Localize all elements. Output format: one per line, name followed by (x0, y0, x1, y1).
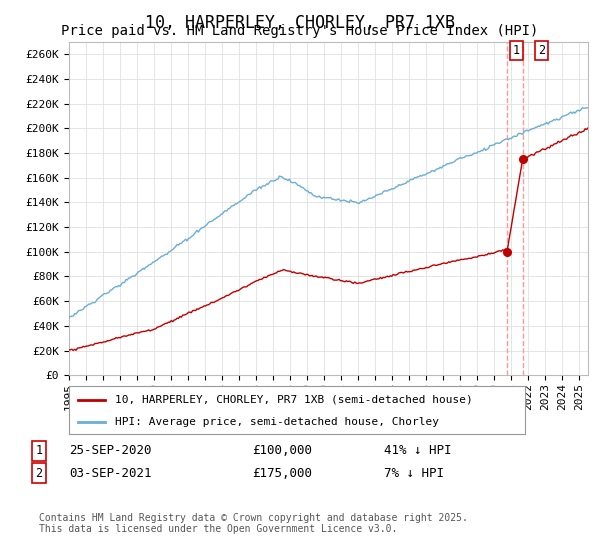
Text: Price paid vs. HM Land Registry's House Price Index (HPI): Price paid vs. HM Land Registry's House … (61, 24, 539, 38)
Text: 7% ↓ HPI: 7% ↓ HPI (384, 466, 444, 480)
Text: 41% ↓ HPI: 41% ↓ HPI (384, 444, 452, 458)
Text: 10, HARPERLEY, CHORLEY, PR7 1XB (semi-detached house): 10, HARPERLEY, CHORLEY, PR7 1XB (semi-de… (115, 395, 472, 405)
Text: £175,000: £175,000 (252, 466, 312, 480)
Text: 2: 2 (538, 44, 545, 57)
Text: HPI: Average price, semi-detached house, Chorley: HPI: Average price, semi-detached house,… (115, 417, 439, 427)
Text: 03-SEP-2021: 03-SEP-2021 (69, 466, 151, 480)
Text: 10, HARPERLEY, CHORLEY, PR7 1XB: 10, HARPERLEY, CHORLEY, PR7 1XB (145, 14, 455, 32)
Text: £100,000: £100,000 (252, 444, 312, 458)
Text: 1: 1 (513, 44, 520, 57)
Text: 1: 1 (35, 444, 43, 458)
Text: Contains HM Land Registry data © Crown copyright and database right 2025.
This d: Contains HM Land Registry data © Crown c… (39, 513, 468, 534)
Text: 2: 2 (35, 466, 43, 480)
Text: 25-SEP-2020: 25-SEP-2020 (69, 444, 151, 458)
